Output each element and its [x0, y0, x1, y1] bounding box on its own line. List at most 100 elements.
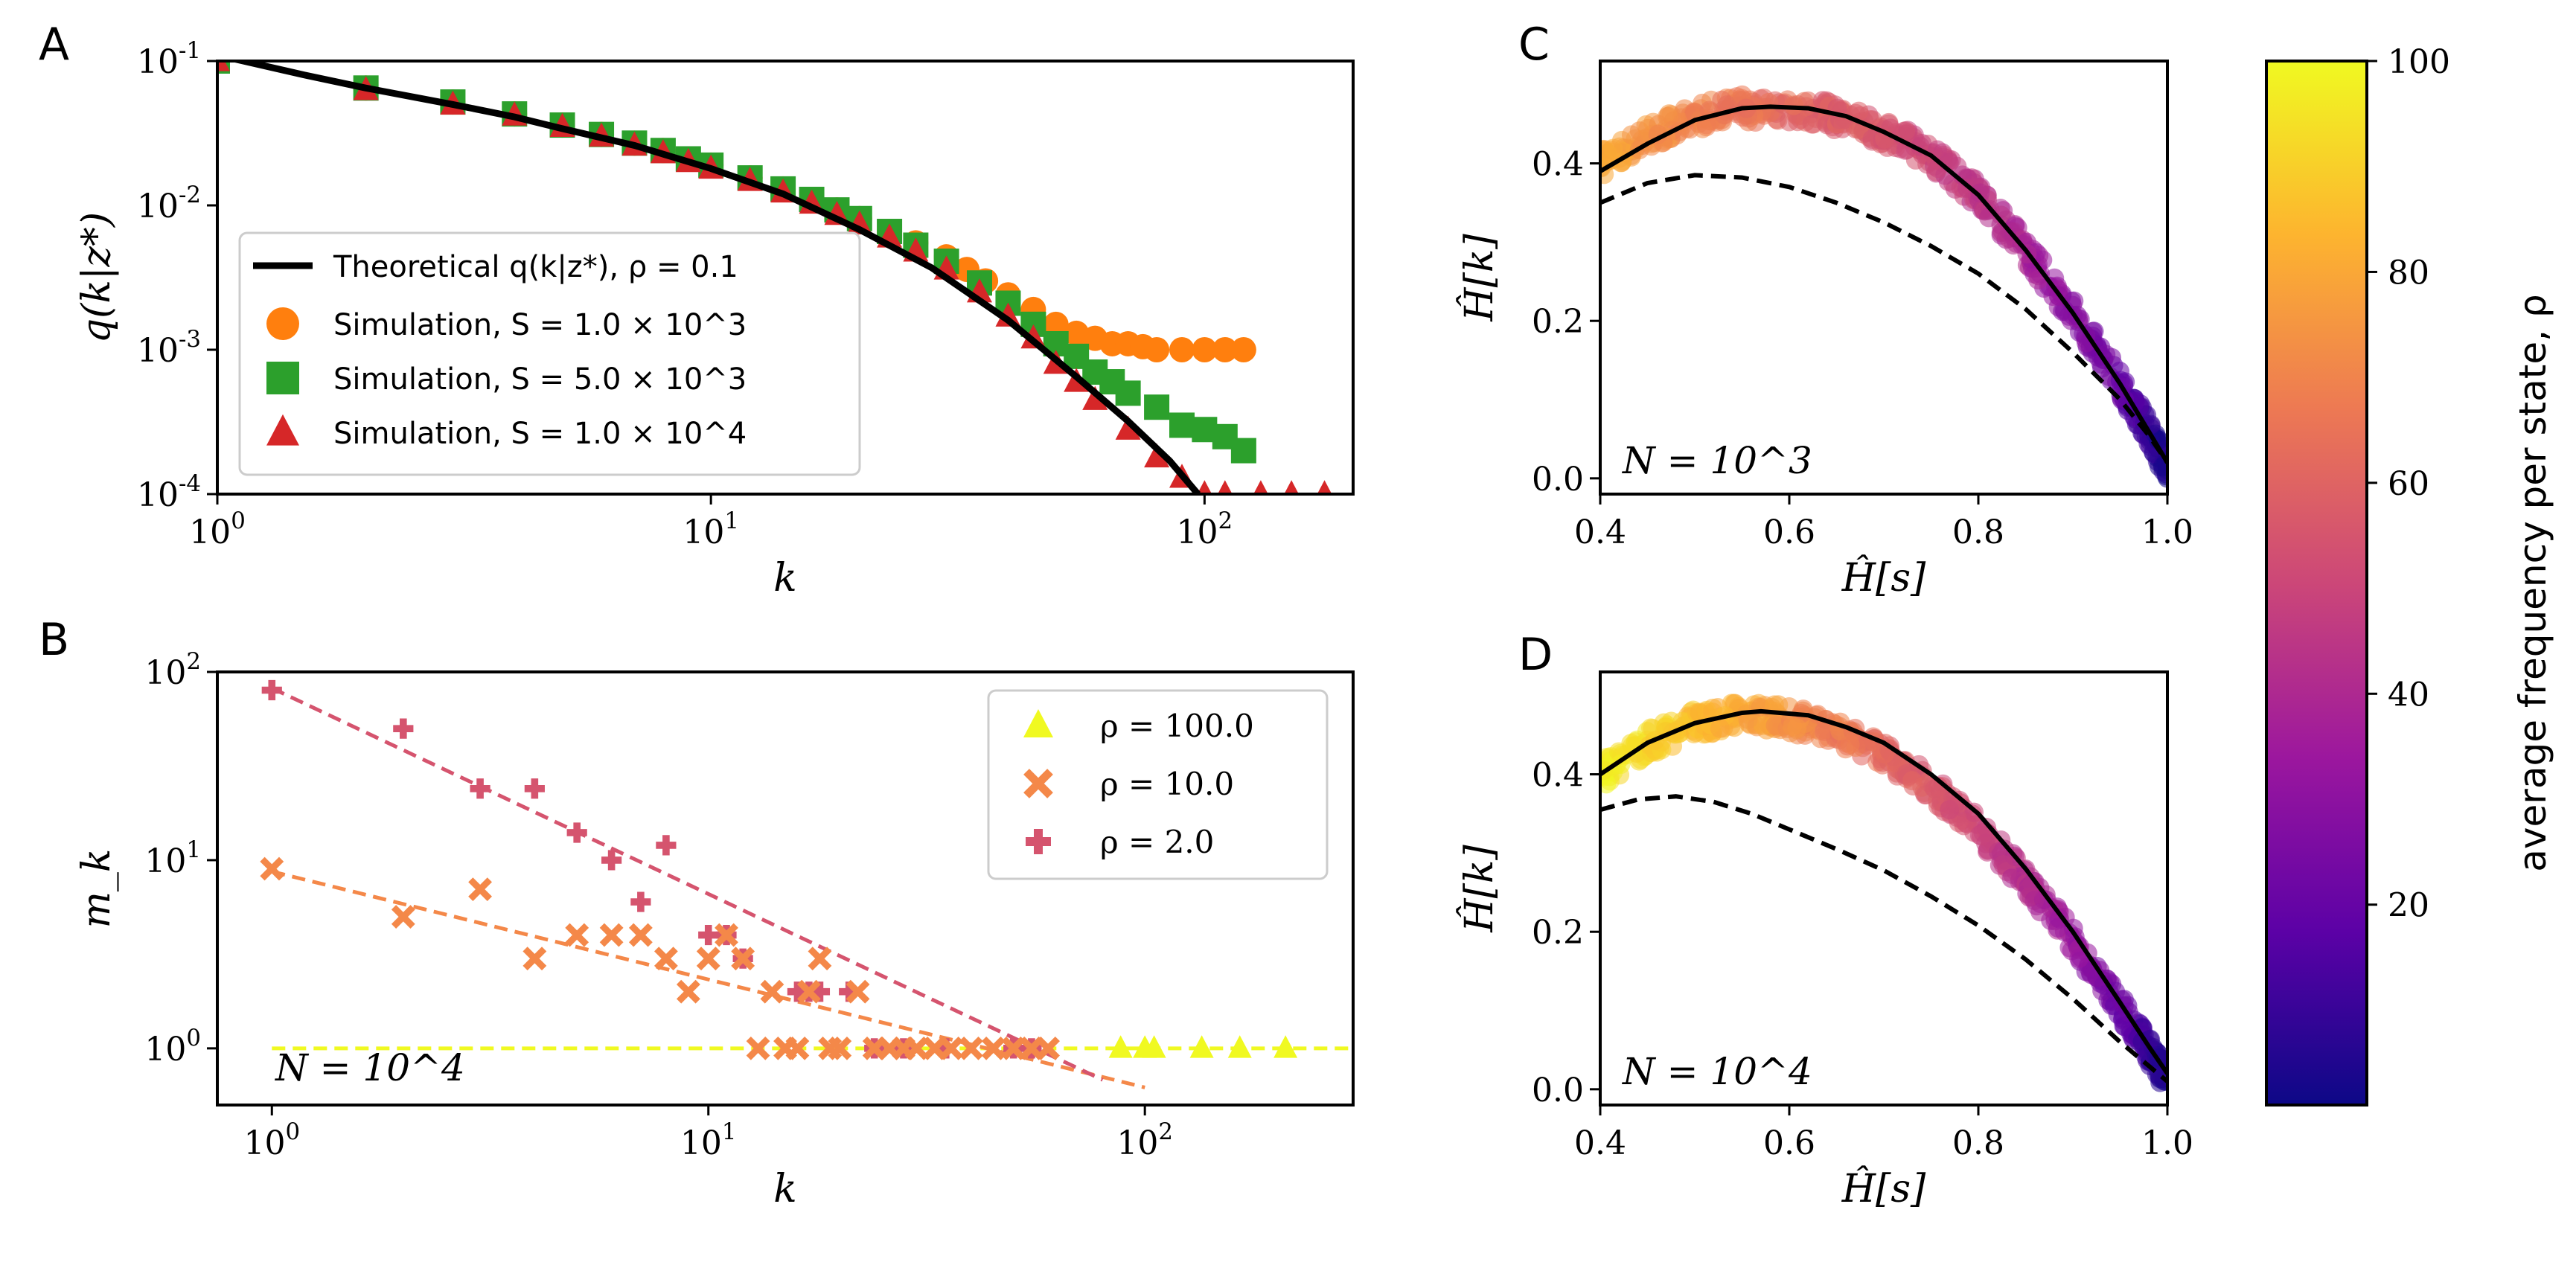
- axes-frame: [1599, 60, 2169, 496]
- data-point: [1115, 380, 1141, 406]
- fit-line: [271, 869, 1145, 1089]
- y-tick-label: 10-2: [137, 182, 201, 225]
- x-stroke: [1023, 769, 1053, 798]
- plus-stroke: [656, 835, 677, 856]
- panel-d: 0.4 0.6 0.8 1.0 0.0 0.2 0.4 Ĥ[s] Ĥ[k] N = 10^4: [1456, 670, 2193, 1211]
- x-stroke: [785, 1036, 810, 1060]
- scatter-point: [1877, 137, 1897, 157]
- x-stroke: [676, 979, 700, 1004]
- x-stroke: [522, 947, 547, 971]
- plus-stroke: [1026, 829, 1051, 854]
- y-tick-label: 101: [144, 836, 201, 880]
- scatter-point: [1840, 734, 1860, 755]
- legend-label: Theoretical q(k|z*), ρ = 0.1: [333, 250, 738, 284]
- annotation: N = 10^3: [1622, 439, 1812, 482]
- data-point: [1169, 337, 1195, 362]
- panel-c: 0.4 0.6 0.8 1.0 0.0 0.2 0.4 Ĥ[s] Ĥ[k] N = 10^3: [1456, 60, 2193, 601]
- scatter-point: [1643, 719, 1663, 739]
- y-tick-label: 0.0: [1532, 461, 1584, 499]
- data-point: [601, 850, 622, 871]
- data-point: [1144, 443, 1170, 468]
- x-tick-label: 0.8: [1952, 513, 2004, 551]
- x-stroke: [828, 1036, 852, 1060]
- x-tick-label: 102: [1177, 507, 1233, 551]
- x-tick-label: 100: [189, 507, 246, 551]
- plus-stroke: [630, 891, 651, 912]
- fit-line: [271, 686, 1104, 1082]
- x-stroke: [808, 947, 832, 971]
- data-point: [217, 61, 230, 71]
- plus-stroke: [393, 718, 414, 739]
- data-point: [1144, 394, 1170, 420]
- scatter-point: [1902, 771, 1923, 791]
- x-stroke: [981, 1036, 1006, 1060]
- data-point: [1115, 415, 1141, 440]
- colorbar-label: average frequency per state, ρ: [2511, 294, 2554, 871]
- data-point: [981, 1036, 1006, 1060]
- panel-letter-d: D: [1518, 629, 1553, 681]
- scatter-point: [2152, 457, 2167, 477]
- panel-a: 100 101 102 10-1 10-2 10-3 10-4 k q(k|z*) Theoret…: [74, 37, 1355, 601]
- legend-marker: [266, 414, 299, 446]
- x-stroke: [599, 923, 624, 947]
- data-point: [656, 835, 677, 856]
- legend-label: ρ = 10.0: [1100, 766, 1234, 802]
- data-point: [1230, 337, 1256, 362]
- legend-marker: [1023, 709, 1053, 737]
- data-point: [470, 778, 490, 799]
- y-tick-label: 0.2: [1532, 303, 1584, 341]
- x-stroke: [653, 947, 678, 971]
- plus-stroke: [524, 778, 545, 799]
- data-point: [1192, 337, 1218, 362]
- data-point: [1144, 337, 1170, 362]
- x-stroke: [468, 877, 492, 902]
- scatter-point: [1600, 144, 1617, 164]
- legend-marker: [266, 362, 299, 394]
- x-tick-label: 102: [1116, 1118, 1173, 1162]
- x-tick-label: 101: [683, 507, 739, 551]
- theory-line: [228, 61, 1201, 494]
- scatter-point: [1788, 112, 1808, 132]
- plus-stroke: [566, 822, 587, 843]
- legend-box: [238, 231, 861, 476]
- scatter-point: [1849, 101, 1869, 121]
- data-point: [696, 947, 720, 971]
- data-point: [995, 302, 1021, 327]
- y-tick-label: 10-4: [137, 470, 201, 514]
- data-point: [676, 979, 700, 1004]
- legend-label: Simulation, S = 1.0 × 10^4: [333, 417, 747, 451]
- panel-letter-c: C: [1518, 19, 1550, 71]
- x-stroke: [1001, 1036, 1026, 1060]
- data-point: [1212, 337, 1238, 362]
- x-stroke: [904, 1036, 929, 1060]
- data-point: [731, 947, 755, 971]
- data-point: [904, 1036, 929, 1060]
- x-tick-label: 101: [680, 1118, 737, 1162]
- data-point: [630, 891, 651, 912]
- x-tick-label: 0.4: [1574, 1124, 1626, 1162]
- x-stroke: [565, 923, 589, 947]
- y-tick-label: 100: [144, 1025, 201, 1069]
- solid-curve: [1600, 104, 2167, 464]
- legend-marker: [1023, 769, 1053, 798]
- scatter-point: [2129, 397, 2149, 417]
- data-point: [1227, 1035, 1252, 1058]
- legend: ρ = 100.0 ρ = 10.0 ρ = 2.0: [987, 689, 1329, 880]
- x-axis-label: Ĥ[s]: [1841, 1165, 1926, 1211]
- data-point: [1082, 385, 1108, 410]
- axes-frame: [1599, 670, 2169, 1107]
- x-tick-label: 100: [243, 1118, 300, 1162]
- data-point: [715, 923, 738, 947]
- data-point: [1284, 480, 1299, 494]
- x-axis-label: k: [773, 1167, 797, 1211]
- x-stroke: [1036, 1036, 1060, 1060]
- data-point: [391, 905, 415, 929]
- scatter-point: [2048, 918, 2068, 938]
- legend-label: ρ = 100.0: [1100, 708, 1254, 744]
- scatter-point: [2024, 891, 2045, 911]
- y-axis-label: Ĥ[k]: [1456, 234, 1502, 322]
- data-point: [846, 979, 870, 1004]
- data-point: [1001, 1036, 1026, 1060]
